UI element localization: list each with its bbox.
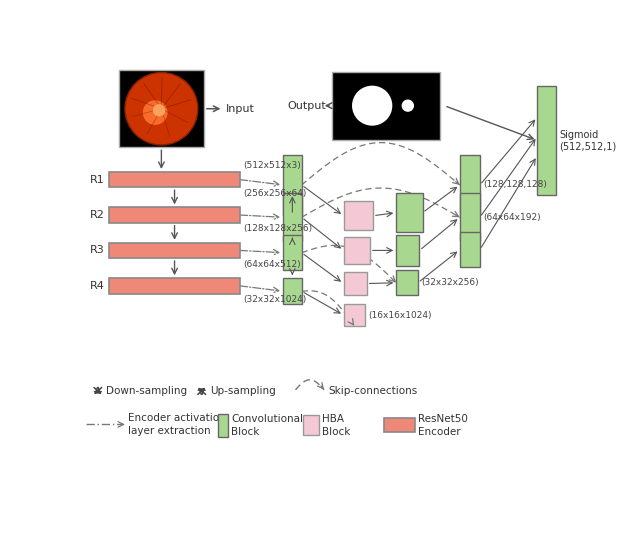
Text: (128x128x256): (128x128x256) [244,224,313,233]
Text: (32x32x1024): (32x32x1024) [244,295,307,304]
Text: (32x32x256): (32x32x256) [421,278,479,287]
Circle shape [352,85,392,125]
Bar [396,270,418,295]
Bar [109,172,239,187]
Text: (512x512x3): (512x512x3) [244,161,301,170]
Bar [344,237,370,263]
Bar [109,278,239,294]
Bar [537,85,556,195]
Bar [303,415,319,435]
Bar [460,193,480,241]
Text: (128,128,128): (128,128,128) [483,180,547,190]
Text: R3: R3 [90,246,105,255]
Text: (64x64x192): (64x64x192) [483,213,541,222]
Bar [460,232,480,268]
Text: Output: Output [287,101,326,111]
Bar [344,272,367,295]
Bar [109,243,239,258]
Bar [119,70,204,147]
Circle shape [402,99,414,112]
Text: (16x16x1024): (16x16x1024) [368,311,432,320]
Bar [344,201,373,230]
Text: Skip-connections: Skip-connections [329,386,418,396]
Circle shape [143,100,168,125]
Text: ResNet50
Encoder: ResNet50 Encoder [418,414,468,437]
Bar [460,155,480,215]
Bar [396,235,419,266]
Circle shape [125,73,198,145]
Text: HBA
Block: HBA Block [322,414,350,437]
Text: Up-sampling: Up-sampling [210,386,276,396]
Text: Sigmoid
(512,512,1): Sigmoid (512,512,1) [559,130,616,151]
Text: Encoder activation
layer extraction: Encoder activation layer extraction [128,413,226,436]
Text: Convolutional
Block: Convolutional Block [231,414,303,437]
Text: R4: R4 [90,281,105,291]
Bar [283,155,301,215]
Bar [344,304,365,326]
Bar [332,72,440,139]
Text: (64x64x512): (64x64x512) [244,260,301,269]
Text: Down-sampling: Down-sampling [106,386,188,396]
Bar [218,414,228,437]
Text: (256x256x64): (256x256x64) [244,189,307,198]
Circle shape [153,104,165,116]
Bar [283,278,301,304]
Bar [109,207,239,223]
Text: R1: R1 [90,175,105,185]
Bar [384,418,415,432]
Text: R2: R2 [90,210,105,220]
Bar [283,235,301,270]
Text: Input: Input [226,104,255,114]
Bar [396,193,422,232]
Bar [283,193,301,241]
